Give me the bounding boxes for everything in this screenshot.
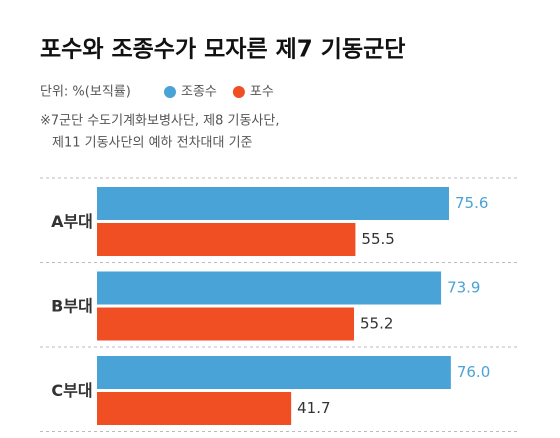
note: ※7군단 수도기계화보병사단, 제8 기동사단,	[40, 114, 279, 129]
legend-marker	[164, 86, 176, 98]
category-label: B부대	[51, 296, 93, 315]
category-label: A부대	[51, 212, 93, 231]
value-label: 55.2	[360, 315, 393, 333]
legend-label: 조종수	[181, 85, 217, 100]
legend-label: 포수	[250, 85, 274, 100]
bar	[97, 187, 449, 220]
category-label: C부대	[51, 381, 92, 400]
value-label: 76.0	[457, 363, 490, 381]
bar	[97, 271, 442, 305]
bar	[97, 392, 292, 425]
value-label: 75.6	[455, 194, 488, 212]
chart-title: 포수와 조종수가 모자른 제7 기동군단	[40, 37, 405, 63]
bar	[97, 307, 355, 341]
value-label: 55.5	[361, 230, 394, 248]
subtitle: 단위: %(보직률)	[40, 85, 131, 100]
value-label: 73.9	[447, 279, 480, 297]
note: 제11 기동사단의 예하 전차대대 기준	[52, 136, 253, 151]
bar	[97, 356, 451, 389]
value-label: 41.7	[297, 399, 330, 417]
bar	[97, 223, 356, 256]
legend-marker	[232, 86, 245, 98]
